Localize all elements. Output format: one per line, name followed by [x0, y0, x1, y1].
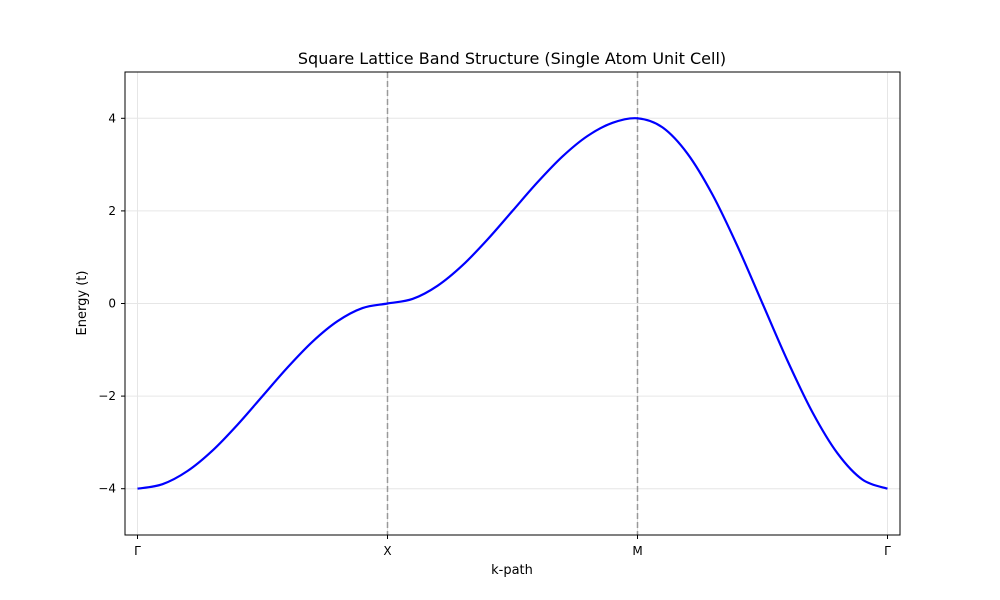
y-tick-label: 4 [108, 111, 116, 125]
y-tick-label: 2 [108, 204, 116, 218]
band-series [137, 117, 888, 490]
band-line [137, 117, 888, 490]
y-tick-label: 0 [108, 297, 116, 311]
x-axis-label: k-path [491, 563, 533, 578]
y-tick-label: −2 [98, 389, 116, 403]
y-axis-ticks: −4 −2 0 2 4 [98, 111, 125, 496]
grid-lines [125, 72, 900, 535]
x-tick-label: X [383, 544, 391, 558]
high-symmetry-lines [386, 72, 639, 535]
x-tick-label: Γ [134, 544, 141, 558]
y-axis-label: Energy (t) [75, 271, 90, 336]
x-tick-label: M [632, 544, 642, 558]
y-tick-label: −4 [98, 482, 116, 496]
x-tick-label: Γ [884, 544, 891, 558]
chart-title: Square Lattice Band Structure (Single At… [298, 49, 726, 68]
